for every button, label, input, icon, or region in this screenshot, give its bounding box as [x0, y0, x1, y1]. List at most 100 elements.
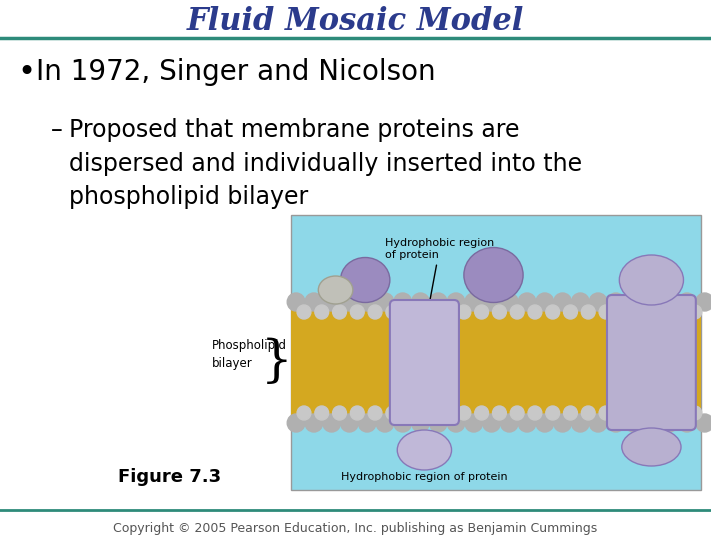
Circle shape: [625, 414, 642, 432]
Circle shape: [323, 293, 341, 311]
Text: •: •: [18, 57, 36, 86]
Circle shape: [678, 293, 696, 311]
Circle shape: [688, 305, 702, 319]
Circle shape: [652, 305, 666, 319]
Circle shape: [500, 414, 518, 432]
Circle shape: [305, 414, 323, 432]
Circle shape: [696, 414, 714, 432]
Circle shape: [528, 406, 542, 420]
Ellipse shape: [341, 258, 390, 302]
Circle shape: [412, 293, 429, 311]
Circle shape: [351, 305, 364, 319]
Circle shape: [492, 305, 506, 319]
Text: Figure 7.3: Figure 7.3: [118, 468, 222, 486]
Circle shape: [447, 293, 465, 311]
Circle shape: [474, 305, 489, 319]
Circle shape: [457, 406, 471, 420]
Circle shape: [528, 305, 542, 319]
Ellipse shape: [318, 276, 353, 304]
Circle shape: [421, 406, 436, 420]
Circle shape: [305, 293, 323, 311]
Circle shape: [465, 293, 482, 311]
Circle shape: [564, 305, 577, 319]
Circle shape: [404, 406, 418, 420]
Circle shape: [368, 406, 382, 420]
Circle shape: [421, 305, 436, 319]
Circle shape: [634, 406, 649, 420]
Circle shape: [599, 305, 613, 319]
Circle shape: [546, 406, 559, 420]
Circle shape: [429, 414, 447, 432]
Ellipse shape: [622, 428, 681, 466]
Circle shape: [287, 293, 305, 311]
Circle shape: [589, 293, 607, 311]
Circle shape: [572, 293, 589, 311]
Circle shape: [341, 293, 359, 311]
Circle shape: [323, 414, 341, 432]
Circle shape: [696, 293, 714, 311]
Circle shape: [429, 293, 447, 311]
Circle shape: [688, 406, 702, 420]
Circle shape: [564, 406, 577, 420]
Circle shape: [536, 414, 554, 432]
Circle shape: [439, 406, 453, 420]
Circle shape: [617, 406, 631, 420]
Circle shape: [607, 293, 625, 311]
Circle shape: [333, 406, 346, 420]
Text: Copyright © 2005 Pearson Education, Inc. publishing as Benjamin Cummings: Copyright © 2005 Pearson Education, Inc.…: [113, 522, 598, 535]
Circle shape: [287, 414, 305, 432]
Circle shape: [404, 305, 418, 319]
Circle shape: [386, 305, 400, 319]
Circle shape: [678, 414, 696, 432]
Circle shape: [546, 305, 559, 319]
Circle shape: [439, 305, 453, 319]
Circle shape: [457, 305, 471, 319]
Circle shape: [359, 293, 376, 311]
Circle shape: [634, 305, 649, 319]
FancyBboxPatch shape: [390, 300, 459, 425]
Circle shape: [617, 305, 631, 319]
Circle shape: [536, 293, 554, 311]
Circle shape: [447, 414, 465, 432]
Circle shape: [376, 293, 394, 311]
Text: }: }: [261, 338, 292, 387]
Text: –: –: [51, 118, 63, 142]
Circle shape: [660, 293, 678, 311]
Circle shape: [607, 414, 625, 432]
Circle shape: [474, 406, 489, 420]
Text: Hydrophobic region of protein: Hydrophobic region of protein: [341, 440, 508, 482]
Circle shape: [625, 293, 642, 311]
Circle shape: [670, 406, 684, 420]
Circle shape: [297, 406, 311, 420]
Circle shape: [510, 305, 524, 319]
Circle shape: [572, 414, 589, 432]
Circle shape: [376, 414, 394, 432]
Circle shape: [297, 305, 311, 319]
Circle shape: [482, 293, 500, 311]
Circle shape: [351, 406, 364, 420]
Circle shape: [581, 305, 595, 319]
Text: Hydrophobic region
of protein: Hydrophobic region of protein: [385, 238, 494, 326]
Circle shape: [510, 406, 524, 420]
Text: In 1972, Singer and Nicolson: In 1972, Singer and Nicolson: [35, 58, 435, 86]
Circle shape: [554, 293, 572, 311]
Circle shape: [670, 305, 684, 319]
Circle shape: [518, 414, 536, 432]
Circle shape: [652, 406, 666, 420]
Circle shape: [394, 293, 412, 311]
Circle shape: [554, 414, 572, 432]
Text: Fluid Mosaic Model: Fluid Mosaic Model: [186, 6, 524, 37]
Circle shape: [368, 305, 382, 319]
Circle shape: [394, 414, 412, 432]
Circle shape: [386, 406, 400, 420]
Circle shape: [359, 414, 376, 432]
Circle shape: [492, 406, 506, 420]
Bar: [291, 310, 701, 415]
Circle shape: [341, 414, 359, 432]
Circle shape: [500, 293, 518, 311]
Circle shape: [660, 414, 678, 432]
FancyBboxPatch shape: [291, 215, 701, 490]
Circle shape: [315, 305, 328, 319]
Circle shape: [589, 414, 607, 432]
Ellipse shape: [619, 255, 683, 305]
